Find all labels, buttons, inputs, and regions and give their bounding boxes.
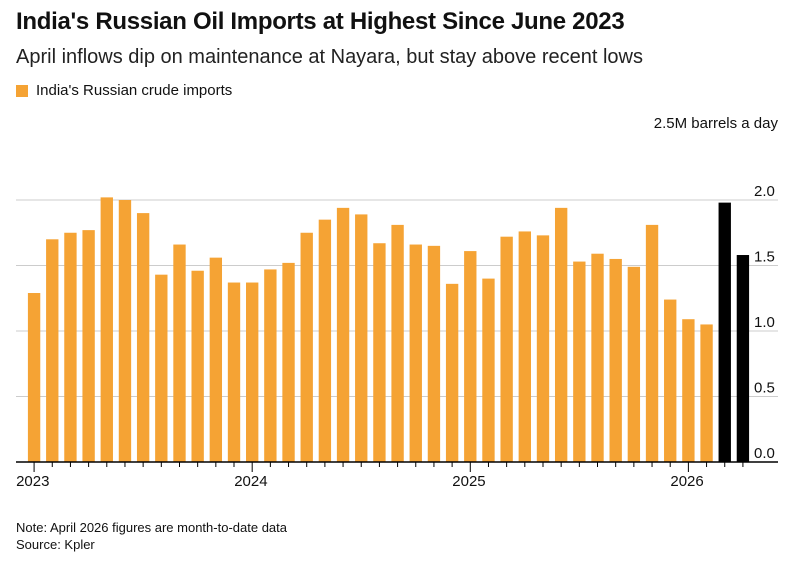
- bar: [645, 224, 659, 462]
- bar: [82, 230, 95, 462]
- bar: [500, 236, 513, 462]
- bar: [682, 319, 695, 462]
- footnote: Note: April 2026 figures are month-to-da…: [16, 519, 287, 553]
- bar: [282, 262, 295, 462]
- unit-label: 2.5M barrels a day: [653, 115, 778, 132]
- bar: [518, 231, 531, 462]
- highlight-bar: [736, 255, 750, 462]
- y-tick-label: 0.0: [754, 445, 775, 462]
- chart-title: India's Russian Oil Imports at Highest S…: [16, 8, 625, 35]
- bar: [373, 243, 386, 462]
- x-tick-label: 2026: [670, 473, 703, 490]
- y-tick-label: 0.5: [754, 380, 775, 397]
- bar: [136, 213, 150, 462]
- legend: India's Russian crude imports: [16, 82, 232, 99]
- x-tick-label: 2023: [16, 473, 49, 490]
- bar: [246, 282, 259, 462]
- bar: [155, 274, 168, 462]
- highlight-bar: [718, 202, 731, 462]
- bar: [609, 258, 622, 462]
- bar: [300, 232, 313, 462]
- bar: [700, 324, 713, 462]
- y-tick-label: 1.5: [754, 249, 775, 266]
- bar: [318, 219, 332, 462]
- bar: [464, 251, 477, 462]
- bar: [264, 269, 277, 462]
- bar: [554, 207, 568, 462]
- y-tick-label: 1.0: [754, 314, 775, 331]
- bar: [100, 197, 113, 462]
- bar: [227, 282, 241, 462]
- legend-swatch: [16, 84, 28, 97]
- x-tick-label: 2024: [234, 473, 267, 490]
- legend-label: India's Russian crude imports: [36, 82, 233, 99]
- bar: [336, 207, 350, 462]
- bar: [173, 244, 186, 462]
- bar: [627, 266, 641, 462]
- bar: [27, 293, 41, 462]
- bar: [118, 200, 132, 462]
- source-text: Source: Kpler: [16, 537, 95, 552]
- note-text: Note: April 2026 figures are month-to-da…: [16, 520, 287, 535]
- bar: [536, 235, 550, 462]
- bar: [391, 224, 404, 462]
- bar: [427, 245, 441, 462]
- bar: [209, 257, 223, 462]
- bar: [482, 278, 495, 462]
- bar: [46, 239, 59, 462]
- bar: [591, 253, 604, 462]
- bar: [64, 232, 77, 462]
- bar: [355, 214, 368, 462]
- bar: [573, 261, 586, 462]
- x-tick-label: 2025: [452, 473, 485, 490]
- chart-subtitle: April inflows dip on maintenance at Naya…: [16, 46, 644, 68]
- bar: [664, 299, 677, 462]
- y-tick-label: 2.0: [754, 183, 775, 200]
- bar: [191, 270, 204, 462]
- bar: [409, 244, 422, 462]
- bar: [445, 283, 459, 462]
